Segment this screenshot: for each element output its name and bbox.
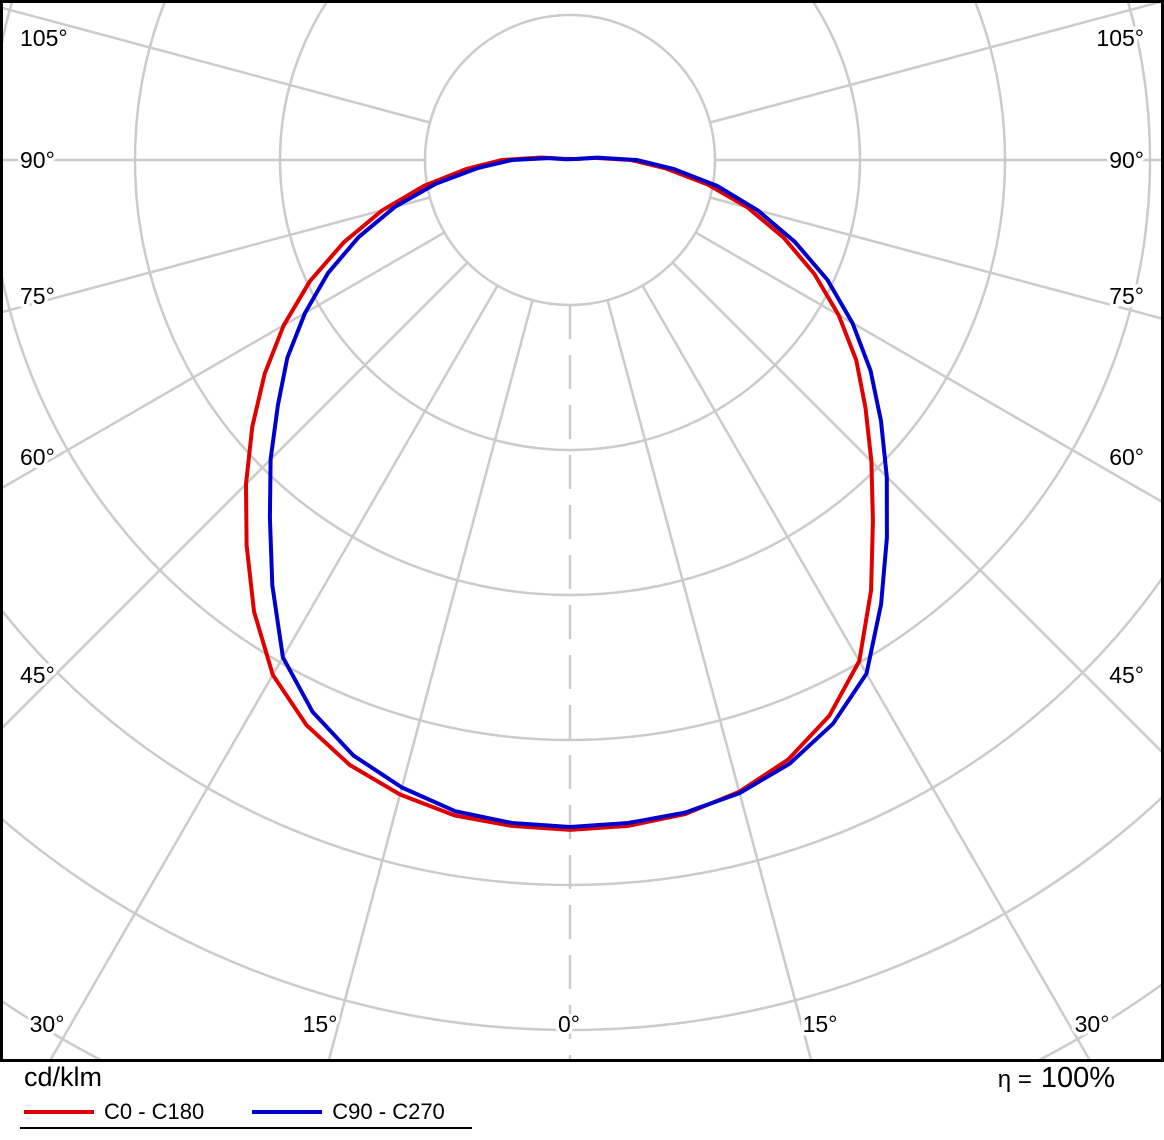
grid-radial-line [641,284,1091,1059]
grid-radial-line [671,261,1161,753]
grid-radial-line [3,231,446,489]
grid-ring [3,577,1161,887]
grid-ring [3,796,1161,1031]
angle-label: 60° [1109,444,1144,470]
efficiency-symbol: η = [997,1066,1032,1093]
grid-ring [3,3,1152,742]
grid-radial-line [709,196,1161,320]
legend-divider [20,1127,472,1129]
polar-chart-area: 105° 90° 75° 60° 45° 105° 90° 75° 60° 45° 30° 15° 0°… [0,0,1164,1062]
angle-label: 105° [1096,25,1144,51]
angle-label: 30° [30,1011,65,1037]
grid-radial-line [3,261,469,729]
efficiency-value: 100% [1040,1062,1115,1094]
angle-label: 75° [1109,283,1144,309]
legend-item-c0-c180: C0 - C180 [24,1100,204,1124]
grid-radial-line [49,284,499,1059]
grid-radial-line [709,3,1161,124]
angle-label: 0° [558,1011,580,1037]
curve-C0-C180 [244,155,875,832]
legend-line-blue [252,1110,323,1114]
grid-radial-line [694,231,1161,503]
angle-label: 60° [20,444,55,470]
angle-label: 90° [20,147,55,173]
legend-label-c0-c180: C0 - C180 [104,1099,205,1124]
angle-label: 45° [20,662,55,688]
legend: C0 - C180 C90 - C270 [24,1100,445,1124]
angle-label: 45° [1109,662,1144,688]
grid-radial-line [606,299,813,1059]
legend-label-c90-c270: C90 - C270 [332,1099,445,1124]
angle-label: 15° [303,1011,338,1037]
grid-radial-line [327,299,534,1059]
curve-C90-C270 [267,155,889,829]
grid-radial-line [3,196,431,314]
grid-radial-line [3,6,431,124]
polar-grid [3,3,1161,1059]
angle-label: 105° [20,25,68,51]
angle-label: 75° [20,283,55,309]
efficiency-readout: η = 100% [998,1062,1115,1096]
polar-intensity-chart: 105° 90° 75° 60° 45° 105° 90° 75° 60° 45° 30° 15° 0°… [0,0,1164,1062]
legend-item-c90-c270: C90 - C270 [252,1100,445,1124]
angle-label: 30° [1075,1011,1110,1037]
chart-border [0,0,1164,1062]
legend-line-red [24,1110,94,1114]
angle-label: 15° [803,1011,838,1037]
unit-label: cd/klm [24,1062,103,1092]
angle-label: 90° [1109,147,1144,173]
